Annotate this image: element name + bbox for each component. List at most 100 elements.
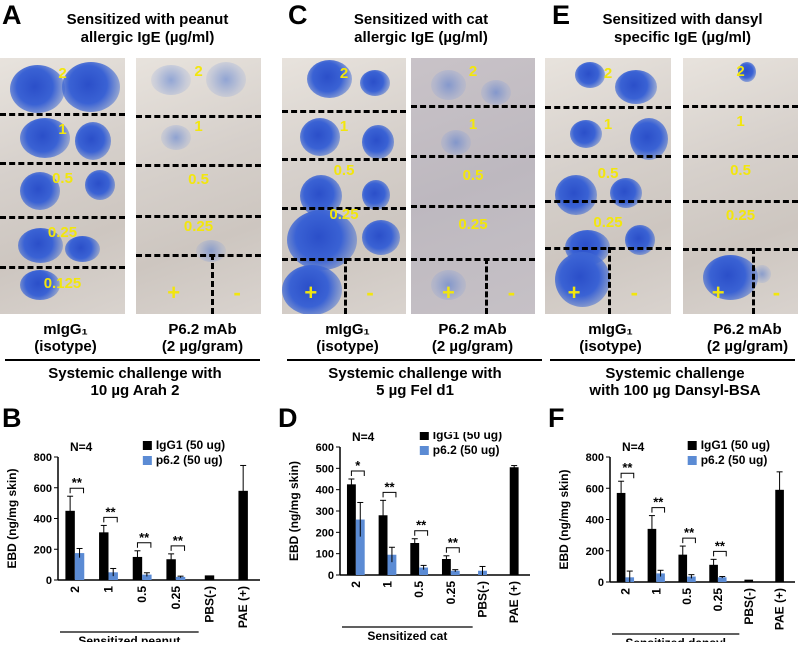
dye-spot [62,62,120,112]
dye-spot [555,175,597,215]
skin-photo-isotype: 2 1 0.5 0.25 0.125 [0,58,125,314]
panel-letter: A [2,0,22,30]
bar-pbs-control [204,575,215,580]
caption-p62: P6.2 mAb (2 µg/gram) [140,321,265,355]
dye-spot [85,170,115,200]
dye-spot [151,65,191,95]
negative-control-mark: - [630,280,638,305]
legend-swatch [142,441,152,450]
control-divider [608,247,611,314]
bar-p62 [175,576,186,580]
positive-control-mark: + [567,280,581,305]
bar-chart: 0 200 400 600 800 EBD (ng/mg skin) N=4 IgG1 (50… [5,438,260,642]
dye-spot [738,62,756,82]
dose-divider [136,164,261,167]
chart-panel-letter: F [548,403,565,433]
bar-igg1 [378,515,388,575]
significance-mark: ** [105,504,116,519]
category-label: PBS(-) [203,586,217,623]
dose-label: 1 [58,121,67,138]
challenge-line-2: 5 µg Fel d1 [376,382,454,399]
panel-letter: C [288,0,308,30]
y-tick-label: 800 [586,452,604,464]
dose-label: 2 [194,63,203,80]
bar-pbs-control [744,579,754,582]
legend-label: IgG1 (50 ug) [433,432,502,442]
challenge-line-1: Systemic challenge [605,365,745,382]
significance-bracket [445,547,460,553]
challenge-caption: Systemic challenge with 100 µg Dansyl-BS… [555,365,795,399]
significance-bracket [170,545,186,551]
legend-label: p6.2 (50 ug) [701,453,768,467]
dose-divider [0,266,125,269]
dose-divider [411,155,535,158]
significance-mark: ** [653,495,664,510]
category-label: 2 [349,581,363,588]
category-label: PAE (+) [773,588,787,630]
dye-spot [10,65,65,113]
dose-label: 1 [468,116,478,133]
challenge-line-1: Systemic challenge with [48,365,222,382]
y-tick-label: 400 [586,515,604,527]
bar-igg1 [99,532,109,580]
legend-swatch [419,432,429,440]
bar-igg1 [616,492,626,582]
caption-isotype-line-1: mIgG₁ [43,321,88,338]
dose-label: 0.5 [597,165,619,182]
panel-letter: E [552,0,571,30]
dose-divider [136,254,261,257]
significance-mark: ** [715,538,726,553]
dose-label: 0.5 [52,170,73,187]
dye-spot [282,265,342,314]
dose-label: 0.25 [183,218,214,235]
caption-isotype: mIgG₁ (isotype) [553,321,668,355]
dose-divider [411,205,535,208]
bar-igg1 [647,528,657,582]
category-label: 1 [102,586,116,593]
category-label: 0.25 [444,581,458,605]
caption-isotype-line-1: mIgG₁ [588,321,633,338]
chart-panel-letter: B [2,403,22,433]
dose-label: 0.25 [47,224,78,241]
dose-divider [282,158,406,161]
dye-spot [18,228,63,263]
legend-label: IgG1 (50 ug) [701,438,770,452]
y-tick-label: 0 [328,570,334,582]
y-tick-label: 200 [34,544,52,556]
y-tick-label: 100 [316,549,334,561]
dose-divider [683,155,798,158]
bar-p62 [387,554,397,575]
caption-p62-line-2: (2 µg/gram) [706,338,789,355]
bar-p62 [355,519,365,575]
bar-pae-control [509,467,519,575]
bar-p62 [450,570,460,575]
dose-label: 0.25 [329,206,359,223]
bar-igg1 [678,554,688,582]
dose-divider [683,248,798,251]
y-tick-label: 800 [34,452,52,464]
n-label: N=4 [622,440,645,454]
dye-spot [431,70,466,100]
dye-spot [362,220,400,255]
chart-panel-letter: D [278,403,298,433]
significance-mark: ** [72,475,83,490]
panel-title-line-2: allergic IgE (µg/ml) [80,29,215,46]
significance-bracket [682,537,696,544]
legend-swatch [419,446,429,455]
bar-chart: 0 100 200 300 400 500 600 EBD (ng/mg skin) N=4 Ig… [287,432,530,642]
significance-bracket [620,472,635,479]
challenge-caption: Systemic challenge with 5 µg Fel d1 [300,365,530,399]
dye-spot [753,265,771,283]
dose-divider [136,215,261,218]
dose-label: 0.125 [43,275,82,292]
y-tick-label: 600 [34,483,52,495]
dye-spot [703,255,758,300]
dose-divider [683,105,798,108]
panel-title-line-2: specific IgE (µg/ml) [614,29,751,46]
group-label-line-1: Sensitized cat [367,629,447,642]
bar-p62 [419,567,429,575]
dye-spot [615,70,657,104]
bar-p62 [74,553,85,580]
significance-mark: ** [416,518,427,533]
dose-label: 1 [194,118,203,135]
